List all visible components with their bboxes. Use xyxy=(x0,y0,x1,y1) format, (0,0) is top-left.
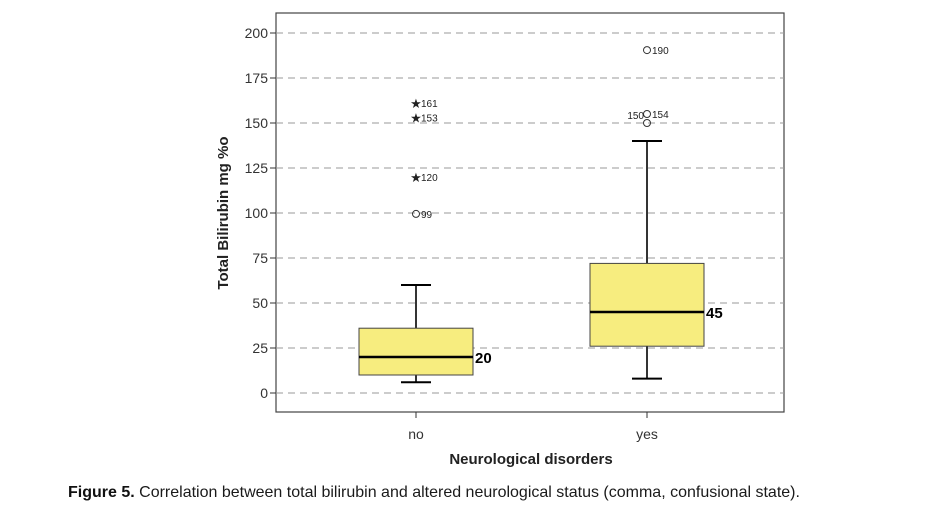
figure-caption: Figure 5. Correlation between total bili… xyxy=(68,484,800,502)
boxplot-chart: 0 25 50 75 100 125 150 175 200 Total Bilirubin mg… xyxy=(215,12,785,468)
y-tick-label: 200 xyxy=(245,25,269,41)
y-tick-label: 125 xyxy=(245,160,269,176)
y-tick-label: 25 xyxy=(252,340,268,356)
y-tick-label: 75 xyxy=(252,250,268,266)
figure-label: Figure 5. xyxy=(68,484,135,501)
y-tick-label: 50 xyxy=(252,295,268,311)
box-no xyxy=(358,327,474,376)
outlier-star: ★ xyxy=(410,96,422,111)
y-tick-label: 175 xyxy=(245,70,269,86)
outlier-label: 161 xyxy=(421,99,438,110)
box-yes xyxy=(589,262,705,347)
x-tick-label: yes xyxy=(636,426,658,442)
x-axis-label: Neurological disorders xyxy=(449,451,612,468)
outlier-circle xyxy=(412,209,420,218)
outlier-label: 154 xyxy=(652,110,669,121)
outlier-label: 153 xyxy=(421,114,438,125)
outlier-star: ★ xyxy=(410,170,422,185)
outlier-circle xyxy=(643,110,651,118)
outlier-circle xyxy=(643,46,651,55)
y-tick-label: 100 xyxy=(245,205,269,221)
outlier-label: 190 xyxy=(652,46,669,57)
median-label: 20 xyxy=(475,350,492,367)
caption-text: Correlation between total bilirubin and … xyxy=(134,484,800,501)
outlier-circle xyxy=(643,119,651,127)
y-tick-label: 0 xyxy=(260,385,268,401)
y-tick-label: 150 xyxy=(245,115,269,131)
x-tick-label: no xyxy=(408,426,424,442)
outlier-star: ★ xyxy=(410,111,422,126)
y-axis-label: Total Bilirubin mg %o xyxy=(215,136,232,289)
outlier-label: 99 xyxy=(421,210,433,221)
median-label: 45 xyxy=(706,305,723,322)
outlier-label: 150 xyxy=(627,111,644,122)
outlier-label: 120 xyxy=(421,173,438,184)
